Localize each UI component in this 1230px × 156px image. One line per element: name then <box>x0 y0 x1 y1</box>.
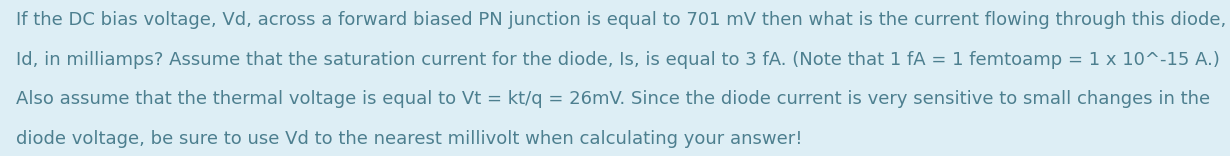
Text: diode voltage, be sure to use Vd to the nearest millivolt when calculating your : diode voltage, be sure to use Vd to the … <box>16 130 802 148</box>
Text: Also assume that the thermal voltage is equal to Vt = kt/q = 26mV. Since the dio: Also assume that the thermal voltage is … <box>16 90 1210 108</box>
Text: If the DC bias voltage, Vd, across a forward biased PN junction is equal to 701 : If the DC bias voltage, Vd, across a for… <box>16 11 1226 29</box>
Text: Id, in milliamps? Assume that the saturation current for the diode, Is, is equal: Id, in milliamps? Assume that the satura… <box>16 51 1220 69</box>
